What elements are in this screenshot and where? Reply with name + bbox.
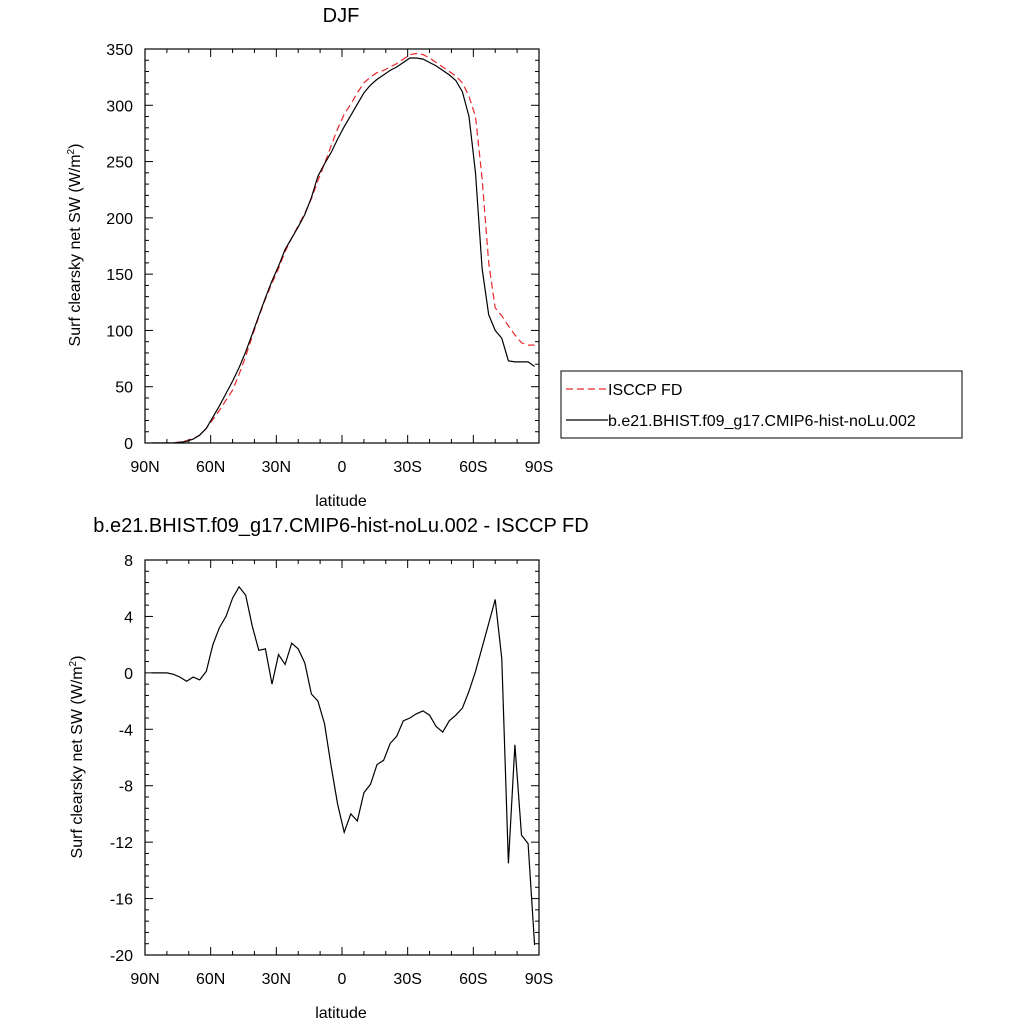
bottom-chart-y-tick-label: -12 <box>110 835 133 852</box>
top-chart-y-tick-label: 150 <box>106 267 133 284</box>
top-chart-y-tick-label: 50 <box>115 380 133 397</box>
bottom-chart-panel: b.e21.BHIST.f09_g17.CMIP6-hist-noLu.002 … <box>68 515 589 1022</box>
legend-frame <box>560 370 963 439</box>
top-chart-x-axis-label: latitude <box>315 493 367 510</box>
top-chart-y-tick-label: 350 <box>106 42 133 59</box>
top-chart-y-tick-label: 100 <box>106 323 133 340</box>
top-chart-x-tick-label: 90S <box>525 459 553 476</box>
top-chart-x-tick-label: 60S <box>459 459 487 476</box>
top-chart-series-line-b-e21-bhist-f09-g17-cmip6-hist-nolu-002 <box>151 57 535 443</box>
bottom-chart-x-tick-label: 90N <box>130 971 159 988</box>
top-chart-y-tick-label: 0 <box>124 436 133 453</box>
bottom-chart-y-tick-label: -8 <box>119 779 133 796</box>
bottom-chart-x-tick-label: 60S <box>459 971 487 988</box>
bottom-chart-x-axis-label: latitude <box>315 1005 367 1022</box>
bottom-chart-y-tick-label: 4 <box>124 609 133 626</box>
top-chart-y-tick-label: 200 <box>106 211 133 228</box>
bottom-chart-y-tick-label: 0 <box>124 666 133 683</box>
legend: ISCCP FD b.e21.BHIST.f09_g17.CMIP6-hist-… <box>560 370 963 439</box>
bottom-chart-x-tick-label: 60N <box>196 971 225 988</box>
bottom-chart-x-tick-label: 30S <box>393 971 421 988</box>
bottom-chart-x-tick-label: 90S <box>525 971 553 988</box>
bottom-chart-plot-area: 90N 60N 30N 0 30S 60S 90S -20 -16 -12 -8 -4 0 4 8 <box>110 553 553 988</box>
top-chart-x-tick-label: 30S <box>393 459 421 476</box>
top-chart-title: DJF <box>323 5 360 27</box>
bottom-chart-series-line-difference <box>151 585 536 946</box>
top-chart-plot-area: 90N 60N 30N 0 30S 60S 90S 0 50 100 150 200 250 300 350 <box>106 42 553 476</box>
bottom-chart-y-tick-label: -16 <box>110 892 133 909</box>
top-chart-x-tick-label: 60N <box>196 459 225 476</box>
bottom-chart-plot-frame <box>144 559 540 956</box>
legend-entry-model-label: b.e21.BHIST.f09_g17.CMIP6-hist-noLu.002 <box>608 413 916 430</box>
bottom-chart-title: b.e21.BHIST.f09_g17.CMIP6-hist-noLu.002 … <box>93 515 588 537</box>
legend-entry-isccp-fd-label: ISCCP FD <box>608 382 682 399</box>
top-chart-y-tick-label: 300 <box>106 98 133 115</box>
top-chart-x-tick-label: 0 <box>338 459 347 476</box>
top-chart-y-tick-label: 250 <box>106 155 133 172</box>
bottom-chart-x-tick-label: 30N <box>262 971 291 988</box>
bottom-chart-x-tick-label: 0 <box>338 971 347 988</box>
bottom-chart-y-tick-label: 8 <box>124 553 133 570</box>
top-chart-panel: DJF 90N 60N 30N 0 30S 60S 90S 0 50 100 150 200 250 30… <box>66 5 963 510</box>
bottom-chart-y-axis-label: Surf clearsky net SW (W/m2) <box>68 656 86 859</box>
top-chart-x-tick-label: 30N <box>262 459 291 476</box>
top-chart-series-line-isccp-fd <box>151 52 535 443</box>
top-chart-x-tick-label: 90N <box>130 459 159 476</box>
bottom-chart-y-tick-label: -4 <box>119 722 133 739</box>
top-chart-y-axis-label: Surf clearsky net SW (W/m2) <box>66 144 84 347</box>
top-chart-plot-frame <box>144 48 540 444</box>
bottom-chart-y-tick-label: -20 <box>110 948 133 965</box>
